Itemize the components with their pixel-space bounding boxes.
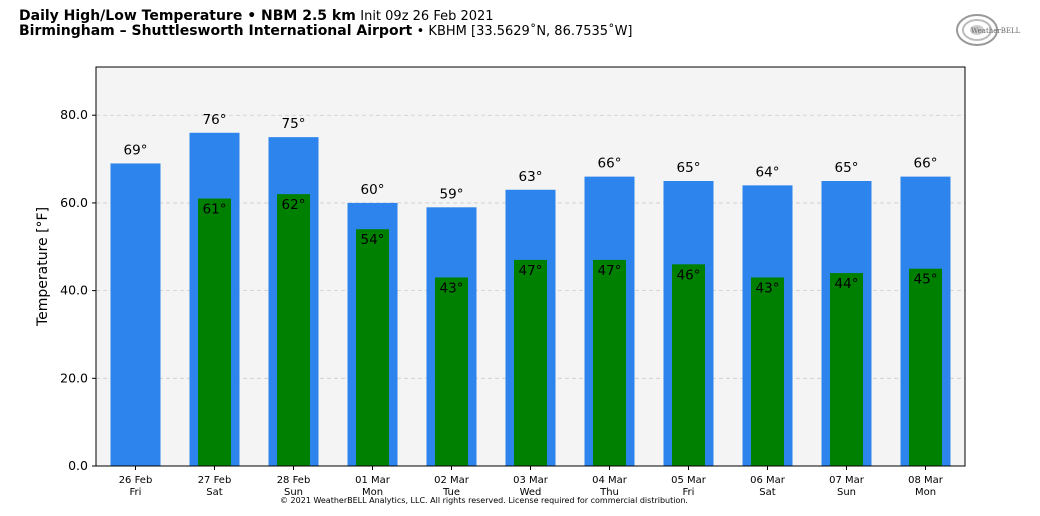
- high-label: 76°: [203, 112, 227, 128]
- low-bar: [672, 264, 705, 466]
- low-label: 61°: [203, 202, 227, 218]
- chart-title: Daily High/Low Temperature • NBM 2.5 km …: [19, 8, 494, 24]
- station-meta: • KBHM [33.5629˚N, 86.7535˚W]: [416, 24, 633, 39]
- weatherbell-logo: WeatherBELL: [956, 14, 1021, 46]
- y-tick-label: 20.0: [60, 370, 88, 385]
- x-tick-label: 07 Mar: [829, 475, 865, 486]
- low-label: 54°: [361, 232, 385, 248]
- x-tick-label: 27 Feb: [198, 475, 232, 486]
- x-tick-weekday: Fri: [683, 487, 695, 498]
- y-axis-label: Temperature [°F]: [35, 207, 51, 327]
- low-bar: [198, 198, 231, 467]
- high-label: 66°: [914, 156, 938, 172]
- station-line: Birmingham – Shuttlesworth International…: [19, 23, 633, 39]
- high-label: 59°: [440, 186, 464, 202]
- x-tick-weekday: Tue: [442, 487, 460, 498]
- init-time: Init 09z 26 Feb 2021: [360, 9, 494, 24]
- low-label: 44°: [835, 276, 859, 292]
- low-bar: [593, 259, 626, 466]
- x-tick-weekday: Sun: [284, 487, 303, 498]
- high-label: 60°: [361, 182, 385, 198]
- title-bold: Daily High/Low Temperature • NBM 2.5 km: [19, 8, 356, 24]
- low-bar: [751, 277, 784, 466]
- low-series: 61° 62° 54° 43° 47° 47° 46° 43° 44° 45°: [198, 194, 942, 467]
- x-tick-label: 05 Mar: [671, 475, 707, 486]
- x-tick-label: 04 Mar: [592, 475, 628, 486]
- x-tick-label: 06 Mar: [750, 475, 786, 486]
- x-tick-weekday: Sat: [206, 487, 222, 498]
- low-bar: [830, 273, 863, 466]
- y-tick-label: 0.0: [68, 458, 88, 473]
- x-tick-weekday: Mon: [915, 487, 936, 498]
- high-label: 65°: [835, 160, 859, 176]
- y-tick-label: 40.0: [60, 283, 88, 298]
- station-name: Birmingham – Shuttlesworth International…: [19, 23, 413, 39]
- x-tick-weekday: Fri: [130, 487, 142, 498]
- high-bar: [110, 163, 161, 466]
- copyright-notice: © 2021 WeatherBELL Analytics, LLC. All r…: [280, 496, 688, 505]
- low-bar: [277, 194, 310, 466]
- y-axis: 0.0 20.0 40.0 60.0 80.0: [60, 107, 96, 473]
- low-bar: [909, 268, 942, 466]
- low-label: 45°: [914, 272, 938, 288]
- low-label: 47°: [598, 263, 622, 279]
- x-tick-label: 01 Mar: [355, 475, 391, 486]
- x-tick-weekday: Wed: [520, 487, 542, 498]
- x-tick-label: 02 Mar: [434, 475, 470, 486]
- x-tick-label: 28 Feb: [277, 475, 311, 486]
- x-tick-weekday: Sat: [759, 487, 775, 498]
- x-tick-weekday: Sun: [837, 487, 856, 498]
- high-label: 69°: [124, 142, 148, 158]
- high-label: 63°: [519, 169, 543, 185]
- low-label: 62°: [282, 197, 306, 213]
- x-tick-weekday: Thu: [599, 487, 619, 498]
- y-tick-label: 60.0: [60, 195, 88, 210]
- y-tick-label: 80.0: [60, 107, 88, 122]
- logo-text: WeatherBELL: [971, 27, 1021, 35]
- high-label: 66°: [598, 156, 622, 172]
- low-label: 43°: [756, 280, 780, 296]
- x-tick-label: 08 Mar: [908, 475, 944, 486]
- low-bar: [435, 277, 468, 466]
- low-label: 47°: [519, 263, 543, 279]
- x-tick-weekday: Mon: [362, 487, 383, 498]
- low-label: 43°: [440, 280, 464, 296]
- low-label: 46°: [677, 267, 701, 283]
- x-tick-label: 03 Mar: [513, 475, 549, 486]
- x-tick-label: 26 Feb: [119, 475, 153, 486]
- low-bar: [514, 259, 547, 466]
- high-label: 65°: [677, 160, 701, 176]
- high-label: 75°: [282, 116, 306, 132]
- high-label: 64°: [756, 164, 780, 180]
- low-bar: [356, 229, 389, 466]
